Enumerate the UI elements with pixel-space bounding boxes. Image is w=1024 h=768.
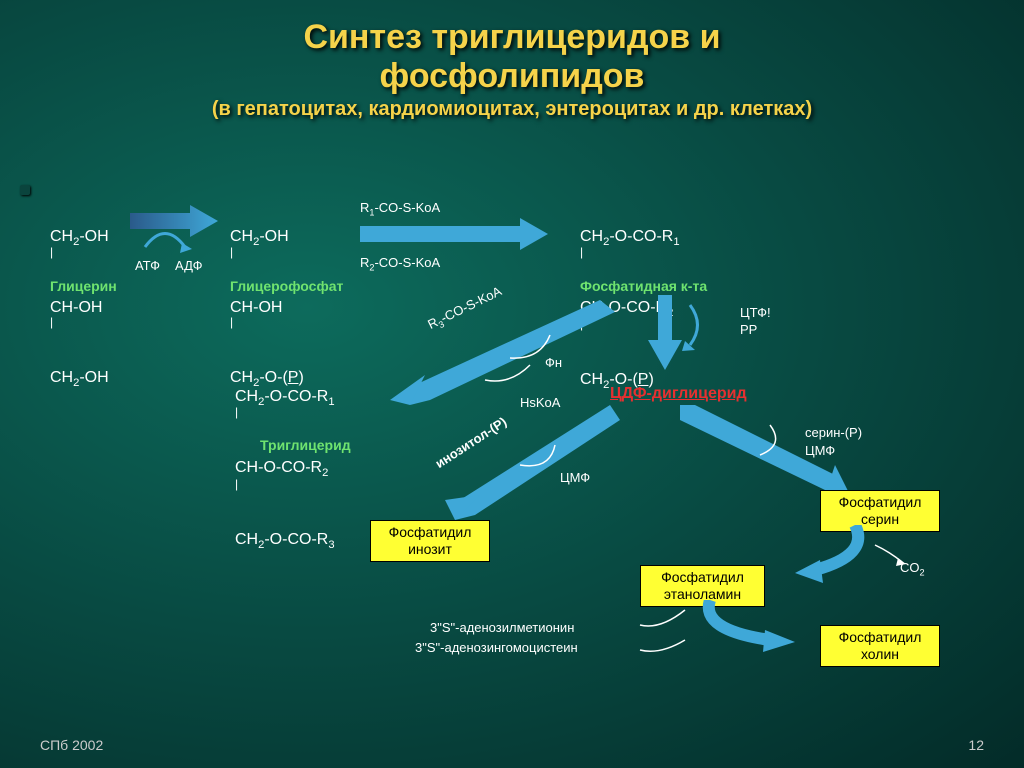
cofactor-adp: АДФ <box>175 258 203 273</box>
arrow-pe-to-pc <box>700 600 830 655</box>
cofactor-sah: 3"S"-аденозингомоцистеин <box>415 640 578 655</box>
label-glycerol: Глицерин <box>50 278 117 294</box>
label-phosphatidic: Фосфатидная к-та <box>580 278 707 294</box>
title-line1: Синтез триглицеридов ифосфолипидов <box>0 18 1024 96</box>
cofactor-pp: PP <box>740 322 757 337</box>
footer-right: 12 <box>968 737 984 753</box>
cofactor-cmf1: ЦМФ <box>560 470 590 485</box>
arrow-co2-out <box>870 540 910 570</box>
arrow-pa-split <box>640 295 740 375</box>
product-pc: Фосфатидилхолин <box>820 625 940 667</box>
arrow-gp-to-pa <box>360 218 550 250</box>
label-triglyceride: Триглицерид <box>260 437 351 453</box>
slide-title-block: Синтез триглицеридов ифосфолипидов (в ге… <box>0 0 1024 121</box>
product-pi: Фосфатидилинозит <box>370 520 490 562</box>
arrow-cdp-to-pi <box>445 405 625 525</box>
subtitle: (в гепатоцитах, кардиомиоцитах, энтероци… <box>0 98 1024 121</box>
label-glycerophosphate: Глицерофосфат <box>230 278 343 294</box>
cofactor-sam: 3"S"-аденозилметионин <box>430 620 574 635</box>
molecule-glycerol: CH2-OH| CH-OH| CH2-OH <box>50 185 109 411</box>
cofactor-r2koa: R2-CO-S-KoA <box>360 255 440 273</box>
cofactor-fn: Фн <box>545 355 562 370</box>
arrow-glycerol-to-gp <box>130 205 220 255</box>
slide-bullet <box>20 185 30 195</box>
intermediate-cdp-dg: ЦДФ-диглицерид <box>610 385 747 403</box>
molecule-triglyceride: CH2-O-CO-R1| CH-O-CO-R2| CH2-O-CO-R3 <box>235 345 335 573</box>
cofactor-serinp: серин-(P) <box>805 425 862 440</box>
arrow-ps-to-pe <box>755 525 885 585</box>
arrow-sam-sah <box>630 605 700 665</box>
cofactor-cmf2: ЦМФ <box>805 443 835 458</box>
cofactor-ctf: ЦТФ! <box>740 305 771 320</box>
cofactor-atp: АТФ <box>135 258 160 273</box>
footer-left: СПб 2002 <box>40 737 103 753</box>
cofactor-r1koa: R1-CO-S-KoA <box>360 200 440 218</box>
arrow-pa-to-tg <box>390 300 620 410</box>
